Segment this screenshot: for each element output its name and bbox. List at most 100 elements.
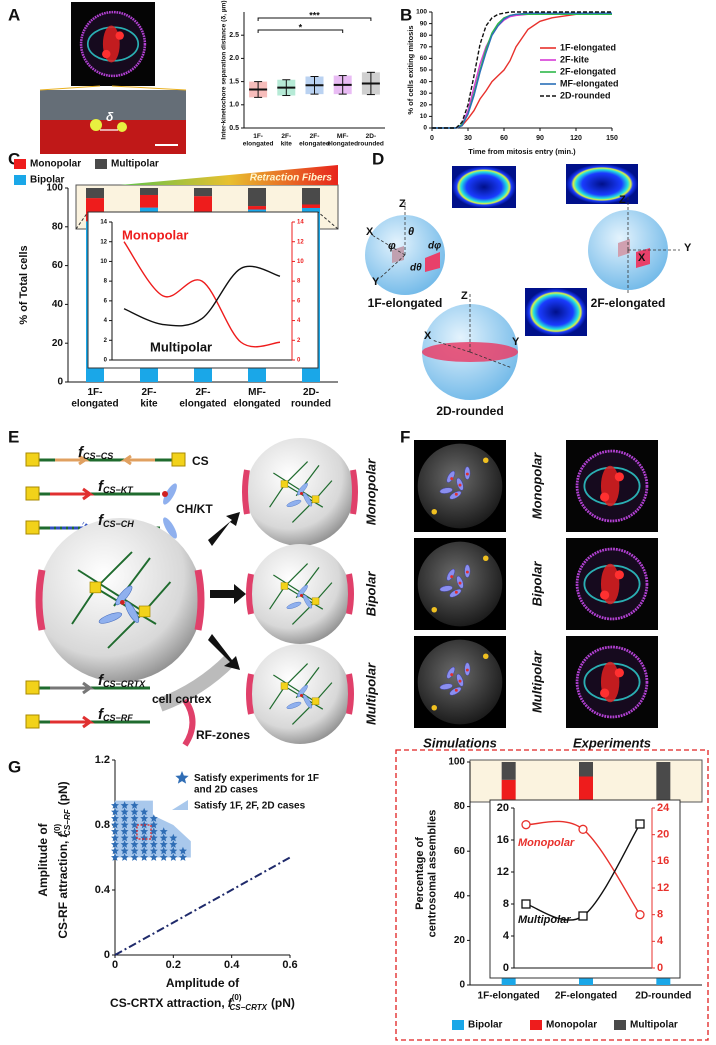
legend-label: Bipolar xyxy=(30,175,65,186)
force-subscript: CS−KT xyxy=(103,485,134,495)
zoom-line xyxy=(317,211,339,230)
axis-letter: Y xyxy=(512,336,520,348)
zoom-line xyxy=(111,85,187,91)
y-tick-label: 20 xyxy=(52,338,64,349)
legend-label: 2F-elongated xyxy=(560,66,616,76)
x-tick-label: 2F-elongated xyxy=(179,387,226,410)
point xyxy=(578,824,588,834)
panel-letter: B xyxy=(400,5,412,24)
y-tick-label: 1.5 xyxy=(229,78,239,85)
y-tick-label: 6 xyxy=(104,298,108,304)
y-tick-label: 40 xyxy=(454,890,466,901)
x-tick-label: 0 xyxy=(430,135,434,142)
x-axis-label: Amplitude of xyxy=(166,976,240,990)
axis-letter: Z xyxy=(461,290,468,302)
force-symbol: f xyxy=(98,512,105,529)
angle: φ xyxy=(388,240,396,252)
x-tick-label: 2F-kite xyxy=(281,133,293,147)
star-point xyxy=(149,846,158,855)
star-point xyxy=(169,846,178,855)
bar-segment xyxy=(302,188,320,205)
row-label: Bipolar xyxy=(529,561,544,607)
line xyxy=(432,12,612,129)
axis-letter: X xyxy=(424,330,432,342)
y-tick-label: 0.8 xyxy=(95,819,110,831)
legend-label: Multipolar xyxy=(630,1020,678,1031)
star-point xyxy=(149,840,158,848)
y-tick-label: 16 xyxy=(497,834,509,846)
y-axis-label: Percentage ofcentrosomal assemblies xyxy=(414,810,439,938)
axis-letter: X xyxy=(366,226,374,238)
y-tick-label: 60 xyxy=(454,846,466,857)
y-tick-label: 60 xyxy=(52,260,64,271)
panel-letter: G xyxy=(8,757,21,776)
y-tick-label: 90 xyxy=(420,20,428,27)
row-label: Monopolar xyxy=(529,452,544,519)
line xyxy=(432,13,612,129)
star-point xyxy=(130,827,139,835)
star-point xyxy=(111,853,119,861)
label: cell cortex xyxy=(152,692,212,706)
y-axis-label: % of cells exiting mitosis xyxy=(406,25,415,114)
force-label: fCS−CS xyxy=(78,444,113,461)
bar-segment xyxy=(194,188,212,197)
star-point xyxy=(120,820,129,829)
x-tick-label: 0.2 xyxy=(166,959,181,971)
axis-letter: Y xyxy=(684,242,692,254)
star-point xyxy=(130,801,139,809)
line xyxy=(123,265,281,327)
star-point xyxy=(111,814,119,822)
y-tick-label: 4 xyxy=(104,318,108,324)
angle: dφ xyxy=(428,241,441,252)
y-tick-label: 2.0 xyxy=(229,55,239,62)
force-label: fCS−CRTX xyxy=(98,672,146,689)
series-label: Multipolar xyxy=(518,914,571,926)
y-tick-label: 10 xyxy=(297,259,304,265)
star-point xyxy=(159,853,168,861)
panel-d: Z X Y θ φ dφ dθ 1F-elongated Z X Y 2F-el… xyxy=(365,164,692,418)
y-tick-label: 0 xyxy=(57,377,63,388)
star-point xyxy=(159,840,168,848)
x-tick-label: 2D-rounded xyxy=(358,133,384,147)
star-point xyxy=(111,807,119,816)
axis-letter: Y xyxy=(372,276,380,288)
star-point xyxy=(111,820,119,829)
y-tick-label: 0 xyxy=(423,125,427,132)
heatmap xyxy=(452,166,516,208)
axis-label-text: CS-CRTX attraction, xyxy=(110,996,225,1010)
axis-letter: Z xyxy=(619,194,626,206)
star-point xyxy=(159,846,168,855)
x-tick-label: 1F-elongated xyxy=(71,387,118,410)
heatmap xyxy=(566,164,638,204)
significance-label: * xyxy=(299,22,303,32)
heatmap xyxy=(525,288,587,336)
star-point xyxy=(140,807,149,816)
star-point xyxy=(169,853,178,861)
star-point xyxy=(178,853,187,861)
y-tick-label: 20 xyxy=(497,802,509,814)
legend-label: Satisfy experiments for 1F and 2D cases xyxy=(194,773,319,796)
y-tick-label: 8 xyxy=(657,909,663,921)
x-tick-label: 60 xyxy=(500,135,508,142)
point xyxy=(578,911,588,921)
star-point xyxy=(159,827,168,835)
force-symbol: f xyxy=(98,672,105,689)
highlight xyxy=(136,824,152,840)
x-tick-label: 2F-elongated xyxy=(555,991,617,1002)
star-point xyxy=(169,840,178,848)
bar-segment xyxy=(140,188,158,195)
star-point xyxy=(111,840,119,848)
x-axis-label: Time from mitosis entry (min.) xyxy=(468,147,576,156)
axis-label-sup: (0) xyxy=(53,823,62,833)
row-label: Multipolar xyxy=(529,650,544,713)
axis-label-symbol: f xyxy=(228,996,233,1010)
force-symbol: f xyxy=(98,478,105,495)
x-tick-label: 0.4 xyxy=(224,959,240,971)
x-tick-label: MF-elongated xyxy=(233,387,280,410)
label: RF-zones xyxy=(196,728,250,742)
y-tick-label: 40 xyxy=(420,78,428,85)
point xyxy=(521,899,531,909)
y-tick-label: 14 xyxy=(100,220,107,226)
x-tick-label: 2D-rounded xyxy=(291,387,331,410)
legend-swatch xyxy=(530,1020,542,1030)
